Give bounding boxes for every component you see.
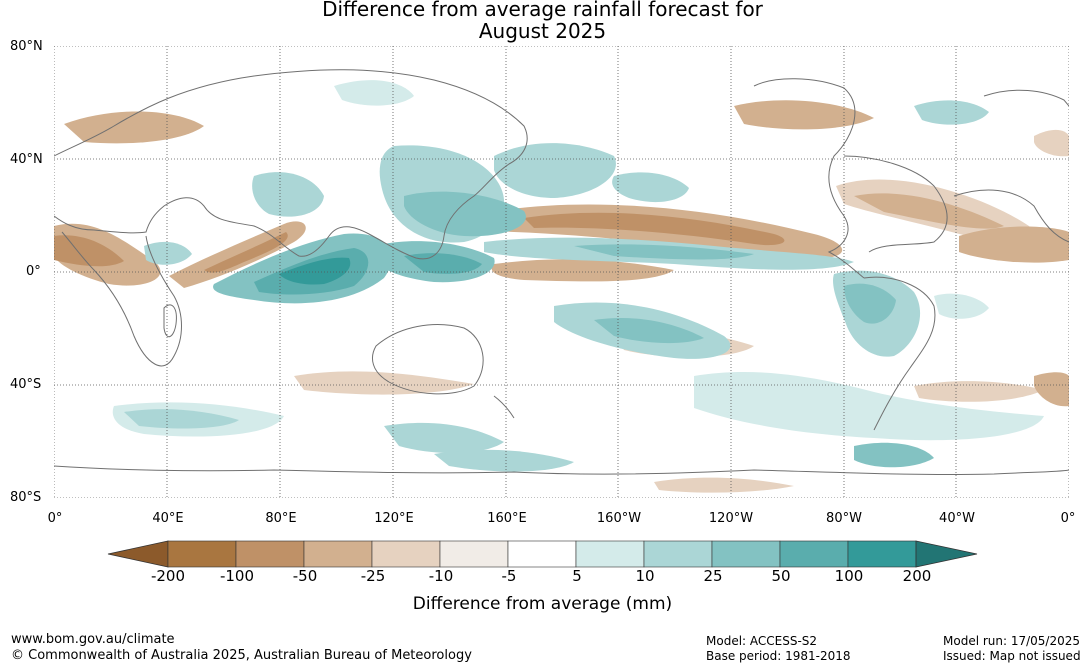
colorbar-cell (643, 540, 713, 568)
lon-label-160w: 160°W (596, 511, 642, 526)
model-name: Model: ACCESS-S2 (706, 634, 818, 648)
lon-label-40e: 40°E (152, 511, 184, 526)
colorbar-cell (847, 540, 917, 568)
copyright-text: © Commonwealth of Australia 2025, Austra… (11, 648, 472, 663)
colorbar (107, 540, 978, 568)
lat-label-40s: 40°S (10, 377, 42, 392)
colorbar-cell (235, 540, 305, 568)
colorbar-tick-label: -5 (501, 567, 517, 585)
colorbar-cell (439, 540, 509, 568)
colorbar-tick-label: -50 (292, 567, 318, 585)
colorbar-cell (303, 540, 373, 568)
coastlines (54, 69, 1069, 476)
colorbar-tick-label: 25 (703, 567, 723, 585)
colorbar-high-cap (915, 540, 978, 568)
map-title-line-1: Difference from average rainfall forecas… (322, 0, 763, 21)
colorbar-cell (779, 540, 849, 568)
lat-label-0: 0° (26, 264, 41, 279)
lon-label-120w: 120°W (708, 511, 754, 526)
lon-label-80e: 80°E (265, 511, 297, 526)
lon-label-80w: 80°W (826, 511, 862, 526)
colorbar-cell (711, 540, 781, 568)
colorbar-tick-label: -100 (219, 567, 255, 585)
dry-anomaly-regions (54, 100, 1069, 493)
lon-label-160e: 160°E (487, 511, 527, 526)
lat-label-80n: 80°N (10, 39, 43, 54)
colorbar-cells (107, 540, 978, 568)
colorbar-tick-label: 200 (902, 567, 932, 585)
colorbar-tick-label: -200 (150, 567, 186, 585)
model-run: Model run: 17/05/2025 (943, 634, 1081, 648)
colorbar-cell (507, 540, 577, 568)
rainfall-anomaly-map (54, 46, 1069, 498)
issued-status: Issued: Map not issued (943, 649, 1081, 663)
colorbar-tick-label: 50 (771, 567, 791, 585)
colorbar-title: Difference from average (mm) (412, 594, 673, 614)
lon-label-0-left: 0° (47, 511, 63, 526)
colorbar-tick-label: 10 (635, 567, 655, 585)
wet-anomaly-regions (112, 80, 1044, 472)
lon-label-40w: 40°W (939, 511, 975, 526)
colorbar-tick-label: 5 (572, 567, 582, 585)
colorbar-cell (575, 540, 645, 568)
graticule (54, 46, 1069, 498)
colorbar-tick-label: -10 (428, 567, 454, 585)
colorbar-low-cap (107, 540, 169, 568)
lon-label-120e: 120°E (374, 511, 414, 526)
lat-label-40n: 40°N (10, 152, 43, 167)
colorbar-tick-label: -25 (360, 567, 386, 585)
colorbar-cell (371, 540, 441, 568)
lon-label-0-right: 0° (1060, 511, 1076, 526)
colorbar-cell (167, 540, 237, 568)
colorbar-tick-label: 100 (834, 567, 864, 585)
lat-label-80s: 80°S (10, 490, 42, 505)
base-period: Base period: 1981-2018 (706, 649, 851, 663)
map-title-line-2: August 2025 (478, 19, 607, 43)
website-link[interactable]: www.bom.gov.au/climate (11, 632, 175, 647)
